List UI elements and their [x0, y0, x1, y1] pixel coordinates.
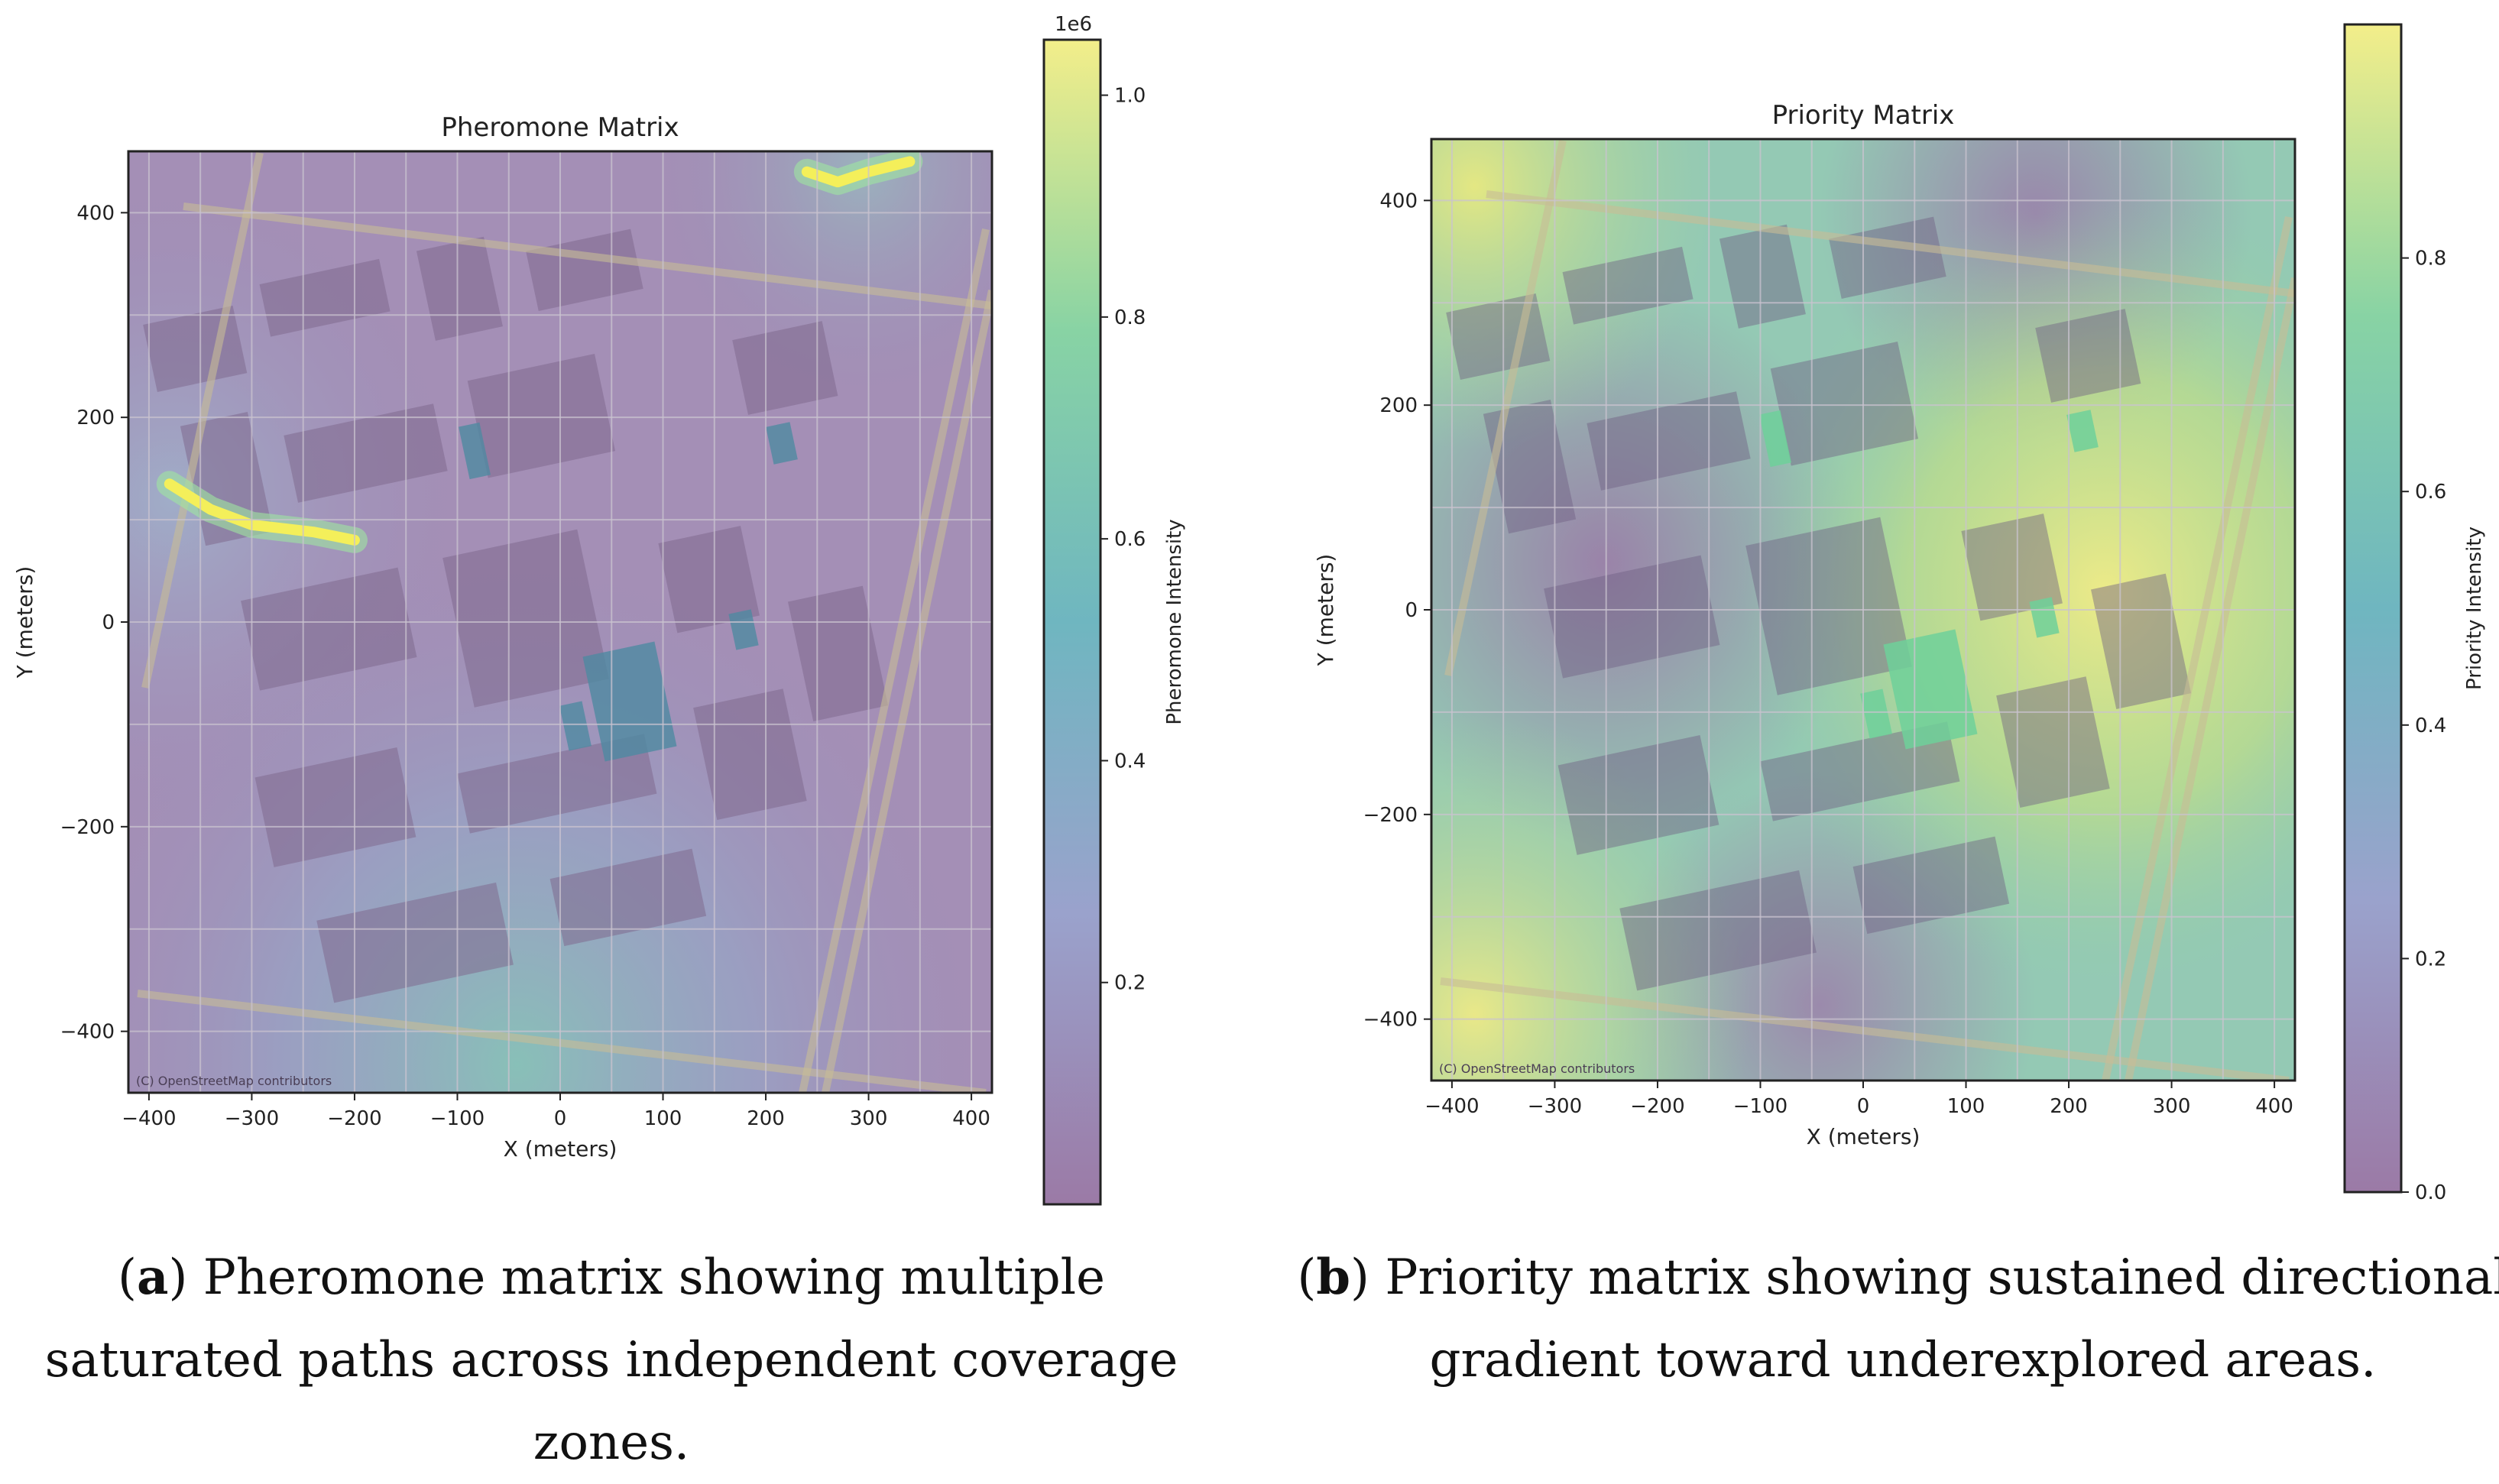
panel-b-ylabel: Y (meters): [1313, 554, 1338, 667]
panel-a-ytick-label: −400: [60, 1021, 115, 1044]
panel-a-colorbar-tick-label: 0.2: [1114, 972, 1146, 995]
panel-b-colorbar-tick-label: 0.2: [2415, 948, 2446, 970]
panel-a-xtick-label: 300: [850, 1107, 888, 1130]
panel-b-ytick-label: 0: [1405, 599, 1418, 622]
panel-b-ytick-label: −400: [1363, 1009, 1418, 1032]
panel-a-colorbar-tick-label: 0.4: [1114, 750, 1146, 773]
panel-b-title: Priority Matrix: [1772, 100, 1955, 131]
panel-a-colorbar-tick-label: 0.8: [1114, 306, 1146, 329]
panel-a-xtick-label: 0: [554, 1107, 567, 1130]
panel-b-roads: [1440, 139, 2295, 1081]
panel-b-osm-map: [1440, 139, 2295, 1081]
panel-b-caption-letter: b: [1316, 1249, 1351, 1306]
panel-b-xtick-label: −100: [1733, 1095, 1788, 1118]
panel-a-colorbar-ticks: 0.2 0.4 0.6 0.8 1.0: [1100, 85, 1146, 995]
panel-a-colorbar-tick-label: 1.0: [1114, 85, 1146, 108]
panel-b-colorbar-tick-label: 0.4: [2415, 714, 2446, 737]
panel-a-saturated-path: [801, 156, 916, 188]
panel-a-colorbar-label: Pheromone Intensity: [1163, 519, 1186, 724]
panel-b-xtick-label: 0: [1857, 1095, 1870, 1118]
panel-a-colorbar-offset: 1e6: [1055, 13, 1092, 36]
panel-b-xtick-label: −300: [1528, 1095, 1582, 1118]
panel-a-title: Pheromone Matrix: [441, 112, 679, 143]
panel-b-map-credit: (C) OpenStreetMap contributors: [1439, 1061, 1635, 1076]
panel-a-colorbar-fill: [1044, 40, 1100, 1204]
panel-b-ytick-label: 400: [1379, 190, 1418, 212]
panel-a-xtick-label: −200: [327, 1107, 381, 1130]
panel-b-xtick-label: 400: [2255, 1095, 2293, 1118]
panel-b-xtick-label: −400: [1425, 1095, 1479, 1118]
panel-a-map-credit: (C) OpenStreetMap contributors: [136, 1074, 332, 1088]
panel-b-green-blocks: [1759, 410, 2099, 750]
panel-b: Priority Matrix: [1313, 23, 2486, 1204]
panel-b-colorbar-tick-label: 0.6: [2415, 481, 2446, 504]
panel-a-ticks: −400 −300 −200 −100 0 100 200 300 400 400 200 0 −200…: [60, 202, 990, 1130]
panel-b-ytick-label: −200: [1363, 804, 1418, 827]
panel-b-heatmap: (C) OpenStreetMap contributors: [1431, 139, 2295, 1081]
panel-a-ytick-label: 400: [76, 202, 115, 225]
panel-a-xtick-label: −100: [430, 1107, 485, 1130]
panel-b-xtick-label: 300: [2153, 1095, 2191, 1118]
panel-b-buildings: [1446, 216, 2192, 991]
panel-b-xtick-label: −200: [1630, 1095, 1684, 1118]
panel-b-colorbar-ticks: 0.0 0.2 0.4 0.6 0.8: [2401, 248, 2446, 1204]
panel-a-heatmap: (C) OpenStreetMap contributors: [128, 151, 992, 1093]
panel-a-colorbar: 1e6 0.2 0.4 0.6 0.8 1.0 Pheromone Intensity: [1042, 13, 1186, 1206]
panel-a-colorbar-frame: [1042, 38, 1102, 1206]
panel-a-xtick-label: 200: [747, 1107, 785, 1130]
panel-b-ticks: −400 −300 −200 −100 0 100 200 300 400 400 200 0 −200…: [1363, 190, 2293, 1118]
panel-a-ytick-label: −200: [60, 816, 115, 839]
panel-b-grid: [1431, 139, 2295, 1081]
panel-a-ytick-label: 200: [76, 407, 115, 429]
panel-a-ylabel: Y (meters): [12, 566, 37, 679]
panel-b-colorbar-frame: [2343, 23, 2403, 1194]
panel-a-xtick-label: −300: [225, 1107, 279, 1130]
panel-b-colorbar-tick-label: 0.0: [2415, 1181, 2446, 1204]
panel-a-xlabel: X (meters): [504, 1136, 617, 1162]
panel-a-roads: [137, 151, 992, 1093]
panel-b-colorbar-fill: [2345, 24, 2401, 1192]
panel-b-xtick-label: 100: [1947, 1095, 1985, 1118]
panel-a-xtick-label: 400: [952, 1107, 990, 1130]
panel-b-ytick-label: 200: [1379, 394, 1418, 417]
panel-a-xtick-label: 100: [644, 1107, 682, 1130]
panel-b-colorbar-tick-label: 0.8: [2415, 248, 2446, 271]
panel-b-colorbar-label: Priority Intensity: [2463, 527, 2486, 690]
panel-a-colorbar-tick-label: 0.6: [1114, 528, 1146, 551]
panel-a: Pheromone Matrix: [12, 13, 1186, 1206]
panel-a-grid: [128, 151, 992, 1093]
panel-a-teal-blocks: [459, 422, 798, 762]
panel-a-ytick-label: 0: [102, 611, 115, 634]
panel-b-caption: (b) Priority matrix showing sustained di…: [1292, 1236, 2499, 1401]
panel-b-colorbar: 0.0 0.2 0.4 0.6 0.8 Priority Intensity: [2343, 23, 2486, 1204]
panel-b-xtick-label: 200: [2050, 1095, 2088, 1118]
panel-a-xtick-label: −400: [122, 1107, 176, 1130]
panel-a-caption-letter: a: [136, 1249, 169, 1306]
panel-a-caption: (a) Pheromone matrix showing multiple sa…: [44, 1249, 1178, 1471]
panel-a-caption-text: Pheromone matrix showing multiple satura…: [44, 1249, 1178, 1471]
panel-b-caption-text: Priority matrix showing sustained direct…: [1369, 1249, 2499, 1388]
panel-b-xlabel: X (meters): [1807, 1124, 1920, 1149]
